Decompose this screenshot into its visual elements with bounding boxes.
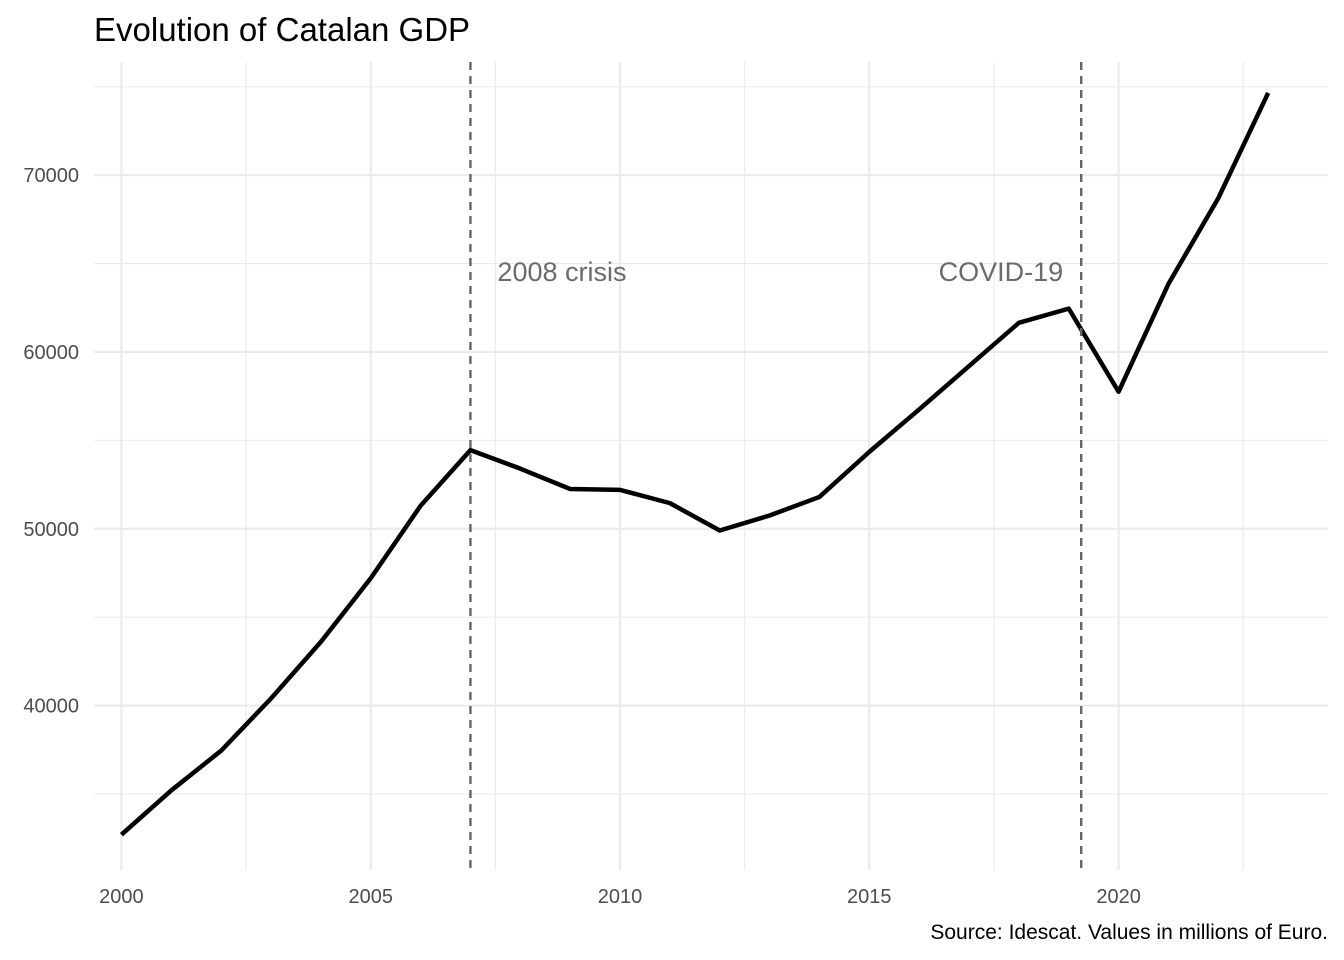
y-tick-label: 60000 [23,342,79,364]
x-tick-label: 2020 [1096,886,1141,908]
chart-caption: Source: Idescat. Values in millions of E… [930,921,1328,944]
x-tick-label: 2015 [847,886,892,908]
x-tick-label: 2005 [348,886,393,908]
y-tick-label: 70000 [23,165,79,187]
x-axis-tick-labels: 2000 2005 2010 2015 2020 [99,886,1141,908]
x-tick-label: 2000 [99,886,144,908]
y-axis-tick-labels: 40000 50000 60000 70000 [23,165,79,717]
y-tick-label: 40000 [23,696,79,718]
minor-gridlines [94,62,1328,870]
event-label-1: COVID-19 [939,257,1064,287]
series-layer [119,91,1271,837]
event-label-0: 2008 crisis [497,257,626,287]
event-markers: 2008 crisis COVID-19 [469,62,1083,870]
major-gridlines [94,62,1328,870]
x-tick-label: 2010 [598,886,643,908]
gdp-series-line [119,91,1271,837]
y-tick-label: 50000 [23,519,79,541]
chart-title: Evolution of Catalan GDP [94,11,470,48]
